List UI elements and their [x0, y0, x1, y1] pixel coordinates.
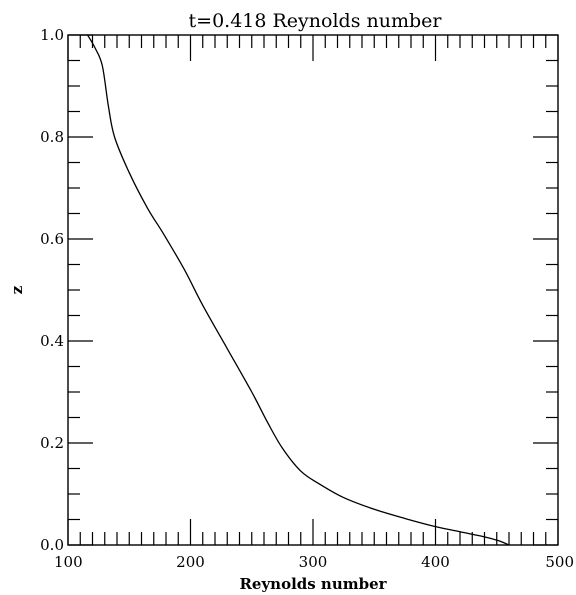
plot-frame [67, 34, 559, 546]
x-tick-label: 300 [299, 553, 328, 571]
y-tick-label: 0.4 [40, 332, 64, 350]
y-tick-labels: 0.0 0.2 0.4 0.6 0.8 1.0 [40, 26, 64, 554]
x-tick-label: 100 [54, 553, 83, 571]
x-tick-label: 500 [545, 553, 574, 571]
x-tick-label: 200 [176, 553, 205, 571]
minor-ticks [68, 35, 558, 545]
y-tick-label: 0.6 [40, 230, 64, 248]
x-tick-label: 400 [421, 553, 450, 571]
y-tick-label: 0.2 [40, 434, 64, 452]
y-tick-label: 1.0 [40, 26, 64, 44]
reynolds-number-curve [87, 34, 510, 546]
y-tick-label: 0.8 [40, 128, 64, 146]
major-ticks [67, 34, 559, 546]
x-axis-label: Reynolds number [239, 575, 387, 593]
x-tick-labels: 100 200 300 400 500 [54, 553, 574, 571]
y-axis-label: z [8, 285, 26, 294]
chart-title: t=0.418 Reynolds number [189, 10, 443, 32]
y-tick-label: 0.0 [40, 536, 64, 554]
